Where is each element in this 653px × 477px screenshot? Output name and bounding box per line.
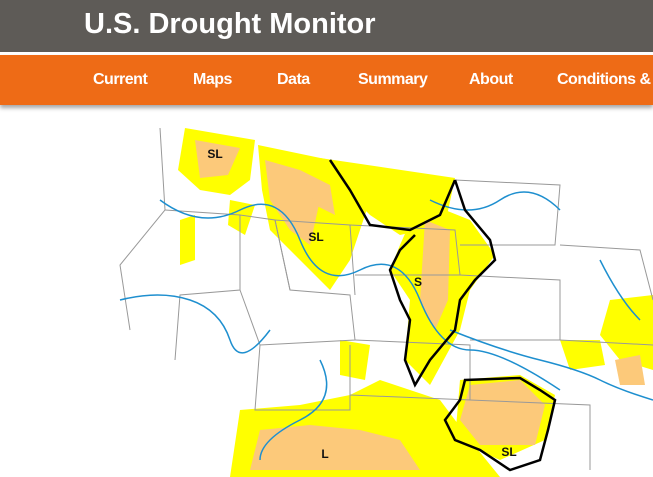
- site-header: U.S. Drought Monitor: [0, 0, 653, 52]
- nav-link[interactable]: Current: [93, 71, 148, 88]
- drought-tan: [195, 140, 645, 470]
- map-label: SL: [308, 230, 323, 244]
- map-label: S: [414, 275, 422, 289]
- drought-map: SL SL S L SL: [119, 127, 653, 477]
- map-label: SL: [207, 147, 222, 161]
- nav-link[interactable]: Conditions & Outlooks: [557, 71, 653, 88]
- site-title[interactable]: U.S. Drought Monitor: [84, 8, 376, 40]
- nav-link[interactable]: Summary: [358, 71, 428, 88]
- map-label: SL: [501, 445, 516, 459]
- map-label: L: [321, 447, 328, 461]
- nav-link[interactable]: Data: [277, 71, 310, 88]
- nav-link[interactable]: About: [469, 71, 513, 88]
- nav-bar: Current Maps Data Summary About Conditio…: [0, 55, 653, 105]
- drought-outlines: [328, 159, 557, 472]
- drought-yellow: [178, 128, 653, 477]
- nav-link[interactable]: Maps: [193, 71, 232, 88]
- rivers: [119, 191, 653, 461]
- state-borders: [119, 127, 653, 470]
